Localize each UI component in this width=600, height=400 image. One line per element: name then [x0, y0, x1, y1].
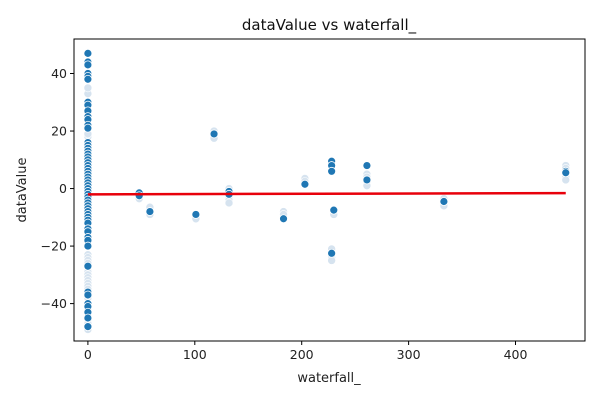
- data-point: [191, 210, 201, 219]
- faded-data-point: [224, 198, 234, 208]
- y-tick-label: 20: [51, 124, 67, 139]
- y-axis: −40 −20 0 20 40: [41, 66, 74, 311]
- data-point: [300, 179, 310, 189]
- data-point: [83, 261, 93, 271]
- data-point: [327, 166, 337, 176]
- data-point: [561, 168, 571, 178]
- data-point: [145, 207, 155, 216]
- data-point: [83, 48, 93, 58]
- x-tick-label: 300: [397, 347, 421, 362]
- data-point: [83, 290, 93, 300]
- data-point: [439, 197, 449, 206]
- data-point: [279, 214, 288, 224]
- y-axis-label: dataValue: [15, 158, 30, 223]
- data-point: [83, 123, 93, 133]
- y-tick-label: 0: [59, 181, 67, 196]
- y-tick-label: −20: [41, 239, 67, 254]
- trend-line: [87, 191, 566, 196]
- plot-area: [83, 48, 571, 334]
- data-point: [362, 175, 372, 185]
- data-point: [362, 161, 372, 170]
- x-tick-label: 200: [290, 347, 314, 362]
- plot-frame: [73, 38, 586, 342]
- chart-title: dataValue vs waterfall_: [242, 16, 417, 35]
- data-point: [83, 60, 93, 70]
- y-tick-label: −40: [41, 296, 67, 311]
- x-tick-label: 100: [183, 347, 207, 362]
- data-point: [327, 248, 337, 258]
- x-tick-label: 0: [84, 347, 92, 362]
- data-point: [329, 205, 339, 215]
- data-point: [83, 322, 93, 332]
- y-tick-label: 40: [51, 66, 67, 81]
- data-point: [83, 313, 93, 323]
- faded-data-point: [83, 83, 93, 93]
- data-point: [209, 129, 219, 139]
- x-axis: 0 100 200 300 400: [84, 341, 528, 362]
- data-point: [83, 74, 93, 84]
- x-axis-label: waterfall_: [297, 371, 361, 386]
- data-point: [83, 241, 93, 251]
- x-tick-label: 400: [504, 347, 528, 362]
